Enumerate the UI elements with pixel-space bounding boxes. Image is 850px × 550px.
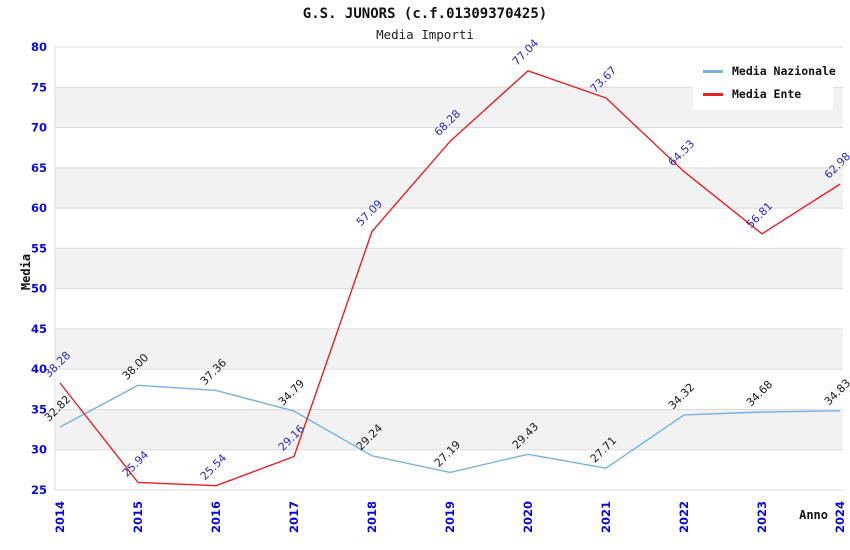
y-tick-label: 80 [31, 40, 47, 54]
y-tick-label: 60 [31, 201, 47, 215]
legend: Media Nazionale Media Ente [693, 57, 836, 110]
y-axis-title: Media [19, 254, 33, 290]
x-tick-label: 2021 [599, 501, 613, 533]
x-tick-label: 2020 [521, 501, 535, 533]
chart-title: G.S. JUNORS (c.f.01309370425) [302, 6, 548, 22]
y-tick-label: 70 [31, 121, 47, 135]
plot-band [55, 328, 843, 370]
plot-band [55, 127, 843, 168]
plot-band [55, 167, 843, 209]
legend-label-media-ente: Media Ente [732, 87, 802, 101]
x-tick-label: 2014 [53, 501, 67, 533]
legend-item-media-ente: Media Ente [703, 87, 823, 101]
media-ente-line-swatch [703, 92, 723, 96]
x-tick-label: 2019 [443, 501, 457, 533]
y-tick-label: 50 [31, 282, 47, 296]
plot-band [55, 248, 843, 289]
x-tick-label: 2024 [833, 501, 847, 533]
y-tick-label: 25 [31, 483, 47, 497]
plot-band [55, 288, 843, 329]
x-tick-label: 2023 [755, 501, 769, 533]
plot-band [55, 449, 843, 490]
legend-item-media-nazionale: Media Nazionale [703, 64, 836, 78]
chart-subtitle: Media Importi [376, 27, 474, 42]
y-tick-label: 30 [31, 443, 47, 457]
plot-band [55, 208, 843, 249]
x-tick-label: 2016 [209, 501, 223, 533]
y-tick-label: 35 [31, 402, 47, 416]
y-tick-label: 45 [31, 322, 47, 336]
y-tick-label: 40 [31, 362, 47, 376]
y-tick-label: 65 [31, 161, 47, 175]
x-tick-label: 2018 [365, 501, 379, 533]
y-tick-label: 55 [31, 241, 47, 255]
series-line-media-nazionale [59, 384, 841, 474]
media-nazionale-line-swatch [703, 69, 723, 73]
plot-band [55, 369, 843, 410]
y-tick-label: 75 [31, 80, 47, 94]
series-line-media-ente [59, 70, 841, 487]
x-axis-title: Anno [799, 508, 828, 522]
x-tick-label: 2015 [131, 501, 145, 533]
x-tick-label: 2022 [677, 501, 691, 533]
plot-band [55, 409, 843, 450]
x-tick-label: 2017 [287, 501, 301, 533]
legend-label-media-nazionale: Media Nazionale [732, 64, 836, 78]
